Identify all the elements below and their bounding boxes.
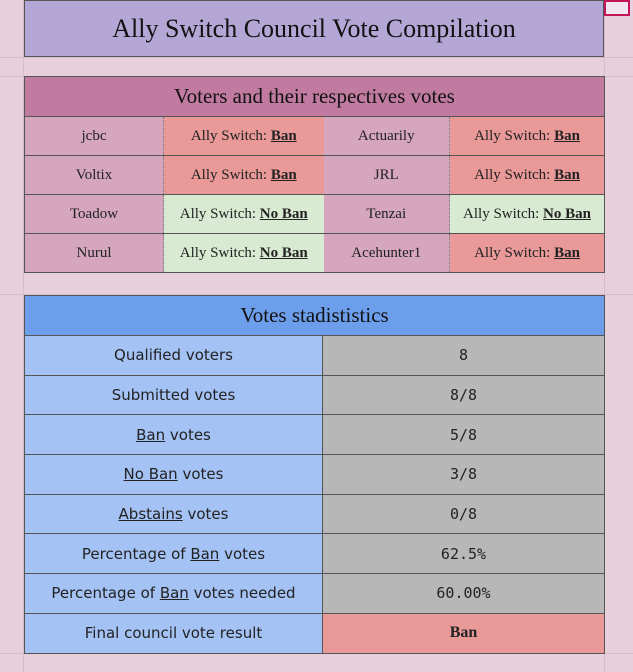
ban-needed-value[interactable]: 60.00%	[322, 573, 605, 614]
qualified-voters-label[interactable]: Qualified voters	[24, 335, 323, 376]
voter-vote[interactable]: Ally Switch: No Ban	[448, 194, 606, 234]
abstains-votes-value[interactable]: 0/8	[322, 493, 605, 535]
voter-vote[interactable]: Ally Switch: Ban	[163, 155, 324, 195]
table-row: Ban votes 5/8	[24, 414, 605, 456]
ban-votes-label[interactable]: Ban votes	[24, 414, 323, 456]
voters-table: Voters and their respectives votes jcbc …	[23, 76, 606, 273]
voter-name[interactable]: Voltix	[24, 155, 164, 195]
table-row: Voltix Ally Switch: Ban JRL Ally Switch:…	[24, 155, 606, 195]
table-row: No Ban votes 3/8	[24, 454, 605, 495]
table-row: Nurul Ally Switch: No Ban Acehunter1 All…	[24, 233, 606, 273]
final-result-value[interactable]: Ban	[322, 612, 605, 654]
no-ban-votes-label[interactable]: No Ban votes	[24, 454, 323, 495]
ban-needed-label[interactable]: Percentage of Ban votes needed	[24, 573, 323, 614]
voter-vote[interactable]: Ally Switch: No Ban	[163, 233, 324, 273]
table-row: Submitted votes 8/8	[24, 374, 605, 416]
selected-cell[interactable]	[604, 0, 630, 16]
table-row: Final council vote result Ban	[24, 612, 605, 654]
sheet-title[interactable]: Ally Switch Council Vote Compilation	[24, 0, 604, 57]
ban-percentage-value[interactable]: 62.5%	[322, 533, 605, 575]
table-row: Percentage of Ban votes 62.5%	[24, 533, 605, 575]
voter-name[interactable]: Tenzai	[323, 194, 450, 234]
no-ban-votes-value[interactable]: 3/8	[322, 454, 605, 495]
table-row: Percentage of Ban votes needed 60.00%	[24, 573, 605, 614]
sheet-gridline	[0, 294, 633, 295]
voter-vote[interactable]: Ally Switch: Ban	[448, 116, 606, 156]
table-row: Qualified voters 8	[24, 335, 605, 376]
table-row: Toadow Ally Switch: No Ban Tenzai Ally S…	[24, 194, 606, 234]
ban-votes-value[interactable]: 5/8	[322, 414, 605, 456]
voter-vote[interactable]: Ally Switch: Ban	[163, 116, 324, 156]
submitted-votes-label[interactable]: Submitted votes	[24, 374, 323, 416]
voter-name[interactable]: JRL	[323, 155, 450, 195]
statistics-header[interactable]: Votes stadististics	[24, 295, 605, 336]
voter-name[interactable]: Toadow	[24, 194, 164, 234]
voter-name[interactable]: Actuarily	[323, 116, 450, 156]
voter-vote[interactable]: Ally Switch: No Ban	[163, 194, 324, 234]
voter-name[interactable]: jcbc	[24, 116, 164, 156]
voter-name[interactable]: Nurul	[24, 233, 164, 273]
sheet-gridline	[0, 57, 633, 58]
sheet-gridline	[23, 0, 24, 672]
table-row: Abstains votes 0/8	[24, 493, 605, 535]
voter-name[interactable]: Acehunter1	[323, 233, 450, 273]
votes-statistics-table: Votes stadististics Qualified voters 8 S…	[24, 295, 605, 654]
qualified-voters-value[interactable]: 8	[322, 335, 605, 376]
ban-percentage-label[interactable]: Percentage of Ban votes	[24, 533, 323, 575]
abstains-votes-label[interactable]: Abstains votes	[24, 493, 323, 535]
final-result-label[interactable]: Final council vote result	[24, 612, 323, 654]
voter-vote[interactable]: Ally Switch: Ban	[448, 233, 606, 273]
table-row: jcbc Ally Switch: Ban Actuarily Ally Swi…	[24, 116, 606, 156]
sheet-gridline	[604, 0, 605, 672]
submitted-votes-value[interactable]: 8/8	[322, 374, 605, 416]
sheet-gridline	[0, 653, 633, 654]
voter-vote[interactable]: Ally Switch: Ban	[448, 155, 606, 195]
voters-table-header[interactable]: Voters and their respectives votes	[23, 76, 606, 117]
